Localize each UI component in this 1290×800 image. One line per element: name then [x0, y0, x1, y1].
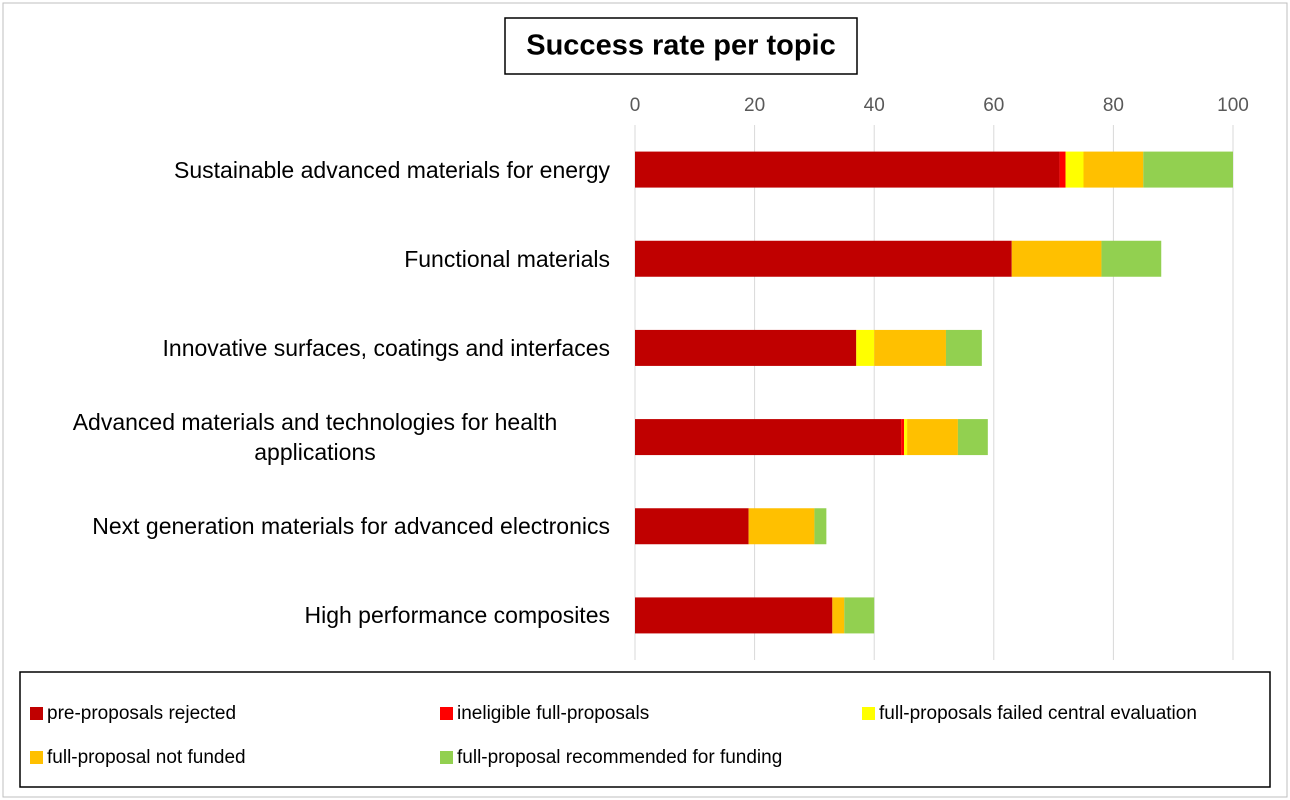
- legend-label: ineligible full-proposals: [457, 703, 649, 724]
- y-tick-text: High performance composites: [304, 602, 610, 629]
- bar-segment: [635, 419, 902, 456]
- bar-segment: [1011, 240, 1102, 277]
- y-tick-label: Advanced materials and technologies for …: [20, 407, 610, 467]
- y-tick-text: Functional materials: [404, 245, 610, 272]
- legend-label: full-proposal not funded: [47, 747, 246, 768]
- legend-swatch: [440, 707, 453, 720]
- bar-segment: [1101, 240, 1162, 277]
- x-tick-label: 0: [630, 95, 641, 116]
- bar-segment: [635, 508, 749, 545]
- y-tick-label: Innovative surfaces, coatings and interf…: [20, 333, 610, 363]
- y-tick-text: Advanced materials and technologies for …: [72, 409, 558, 466]
- y-tick-label: High performance composites: [20, 600, 610, 630]
- legend-swatch: [30, 751, 43, 764]
- legend-box: [19, 671, 1271, 788]
- bar-segment: [1065, 151, 1084, 188]
- bar-segment: [856, 329, 875, 366]
- bar-segment: [907, 419, 958, 456]
- bar-segment: [635, 240, 1012, 277]
- y-tick-text: Sustainable advanced materials for energ…: [174, 156, 610, 183]
- bar-segment: [635, 597, 833, 634]
- bar-segment: [1059, 151, 1066, 188]
- bar-segment: [748, 508, 815, 545]
- legend-swatch: [30, 707, 43, 720]
- bar-segment: [1083, 151, 1144, 188]
- x-tick-label: 80: [1103, 95, 1124, 116]
- legend-swatch: [862, 707, 875, 720]
- bar-segment: [1143, 151, 1233, 188]
- y-tick-label: Functional materials: [20, 244, 610, 274]
- bar-segment: [901, 419, 905, 456]
- bar-segment: [635, 151, 1060, 188]
- x-tick-label: 60: [983, 95, 1004, 116]
- bar-segment: [832, 597, 845, 634]
- legend-label: full-proposal recommended for funding: [457, 747, 782, 768]
- x-tick-label: 100: [1217, 95, 1249, 116]
- chart-title: Success rate per topic: [526, 30, 835, 62]
- bar-segment: [844, 597, 875, 634]
- x-tick-label: 40: [864, 95, 885, 116]
- bar-segment: [904, 419, 908, 456]
- bar-segment: [814, 508, 827, 545]
- bar-segment: [957, 419, 988, 456]
- bar-segment: [635, 329, 857, 366]
- y-tick-text: Next generation materials for advanced e…: [92, 513, 610, 540]
- bar-segment: [945, 329, 982, 366]
- y-tick-label: Next generation materials for advanced e…: [20, 511, 610, 541]
- bar-segment: [874, 329, 946, 366]
- legend-label: full-proposals failed central evaluation: [879, 703, 1197, 724]
- legend-label: pre-proposals rejected: [47, 703, 236, 724]
- x-tick-label: 20: [744, 95, 765, 116]
- y-tick-text: Innovative surfaces, coatings and interf…: [162, 334, 610, 361]
- legend-swatch: [440, 751, 453, 764]
- y-tick-label: Sustainable advanced materials for energ…: [20, 155, 610, 185]
- title-box: [504, 17, 858, 75]
